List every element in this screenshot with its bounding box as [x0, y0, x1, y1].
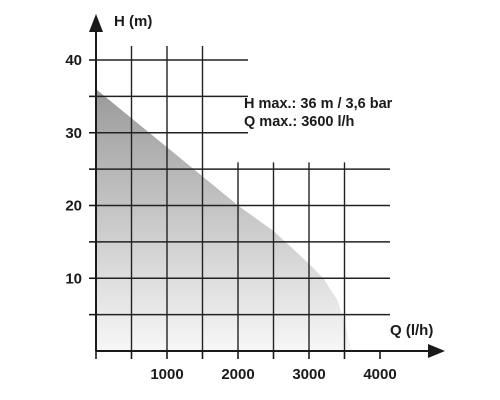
- y-tick-label: 40: [65, 52, 82, 69]
- x-tick-label: 2000: [221, 366, 254, 383]
- grid-lines: [96, 46, 390, 351]
- y-tick-label: 10: [65, 270, 82, 287]
- x-axis-title: Q (l/h): [390, 322, 433, 339]
- annotation-q-max: Q max.: 3600 l/h: [244, 114, 354, 130]
- x-tick-label: 1000: [150, 366, 183, 383]
- y-axis-arrow-icon: [89, 14, 103, 32]
- y-axis-title: H (m): [114, 13, 152, 30]
- axis-ticks: [89, 59, 381, 359]
- y-tick-label: 20: [65, 198, 82, 215]
- performance-area: [96, 89, 352, 351]
- y-tick-label: 30: [65, 125, 82, 142]
- x-tick-label: 4000: [363, 366, 396, 383]
- axes: [89, 14, 445, 358]
- annotation-h-max: H max.: 36 m / 3,6 bar: [244, 96, 393, 112]
- x-axis-arrow-icon: [428, 344, 445, 358]
- x-tick-label: 3000: [292, 366, 325, 383]
- area-layer: [96, 89, 352, 351]
- tick-labels: 1000 2000 3000 4000 10 20 30 40: [65, 52, 396, 383]
